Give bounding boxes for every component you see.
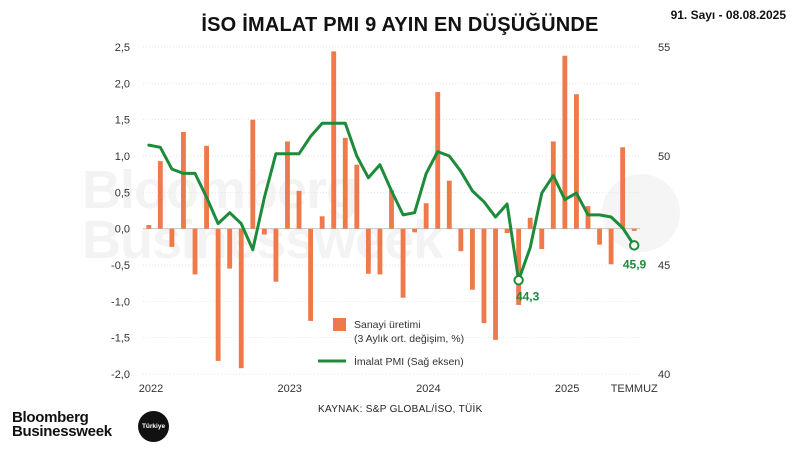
left-axis-tick-label: 0,0 [115,224,130,236]
bar-2022-05 [192,228,198,275]
right-axis-tick-label: 45 [658,260,670,272]
bar-2025-04 [597,228,602,245]
bar-2024-07 [493,228,498,340]
bar-2025-03 [585,206,591,229]
bar-2023-02 [296,190,302,229]
left-axis-tick-label: 1,5 [115,115,130,127]
source-note: KAYNAK: S&P GLOBAL/İSO, TÜİK [318,404,483,415]
annotation-marker [629,240,640,251]
right-axis-tick-label: 50 [658,151,670,163]
bar-2024-02 [435,92,441,229]
bar-2025-01 [562,55,568,229]
x-tick-label: TEMMUZ [611,383,658,395]
bar-2023-08 [365,228,371,274]
turkiye-badge: Türkiye [138,411,169,442]
left-axis-tick-label: 2,0 [115,78,130,90]
brand-logo: Bloomberg Businessweek [12,409,112,440]
issue-date: 91. Sayı - 08.08.2025 [670,8,786,22]
bar-2023-05 [331,51,337,229]
bar-2022-03 [169,228,175,247]
annotation-marker [513,275,524,286]
bar-2024-12 [550,141,556,229]
annotation-label: 44,3 [516,289,540,303]
bar-2024-03 [446,180,452,229]
x-tick-label: 2022 [139,383,163,395]
bar-2022-10 [250,119,256,229]
x-tick-label: 2025 [555,383,579,395]
x-tick-label: 2024 [416,383,440,395]
brand-line1: Bloomberg [12,409,89,426]
pmi-line [147,121,636,282]
watermark-badge-icon [602,174,680,252]
legend-bar-label: Sanayi üretimi [354,319,421,331]
bar-2024-01 [423,203,429,229]
bar-2022-12 [273,228,279,282]
brand-line2: Businessweek [12,423,112,440]
bar-2025-02 [574,94,579,229]
annotation-label: 45,9 [623,257,647,271]
bar-2022-07 [215,228,221,361]
watermark-line1: Bloomberg [82,163,442,217]
bar-2023-10 [389,190,394,229]
bar-2023-03 [308,228,314,321]
bar-2024-06 [481,228,487,324]
bar-2023-12 [412,228,418,233]
legend-bar-sublabel: (3 Aylık ort. değişim, %) [354,333,464,345]
bar-2023-01 [285,141,290,229]
bar-2022-01 [146,225,152,229]
bar-2023-04 [319,216,325,229]
bar-2025-05 [608,228,614,265]
x-tick-label: 2023 [277,383,301,395]
bar-2024-05 [469,228,475,290]
bar-2022-04 [181,132,186,229]
left-axis-tick-label: -1,0 [111,296,130,308]
bar-2023-07 [354,164,360,229]
bar-2024-04 [458,228,464,252]
bar-2022-02 [157,161,163,229]
bar-2023-06 [342,137,348,229]
chart-title: İSO İMALAT PMI 9 AYIN EN DÜŞÜĞÜNDE [201,14,599,36]
right-axis-tick-label: 55 [658,42,670,54]
bar-2025-07 [631,228,637,231]
left-axis-tick-label: -2,0 [111,369,130,381]
bar-2022-09 [238,228,244,369]
legend-bar-swatch [333,318,346,331]
bar-2023-09 [377,228,383,275]
bar-2024-09 [516,228,522,305]
watermark-text: Bloomberg Businessweek [82,163,443,267]
bar-2025-06 [620,147,626,229]
left-axis-tick-label: -0,5 [111,260,130,272]
left-axis-tick-label: 2,5 [115,42,130,54]
right-axis-tick-label: 40 [658,369,670,381]
bar-2024-11 [539,228,545,250]
left-axis-tick-label: 1,0 [115,151,130,163]
legend-line-label: İmalat PMI (Sağ eksen) [354,355,464,368]
bar-2024-08 [504,228,510,234]
bar-2022-08 [227,228,233,269]
watermark-line2: Businessweek [82,213,443,267]
bar-2022-11 [261,228,267,235]
left-axis-tick-label: -1,5 [111,333,130,345]
bar-2023-11 [400,228,406,298]
bar-2024-10 [527,217,533,229]
bar-2022-06 [204,145,209,229]
left-axis-tick-label: 0,5 [115,187,130,199]
